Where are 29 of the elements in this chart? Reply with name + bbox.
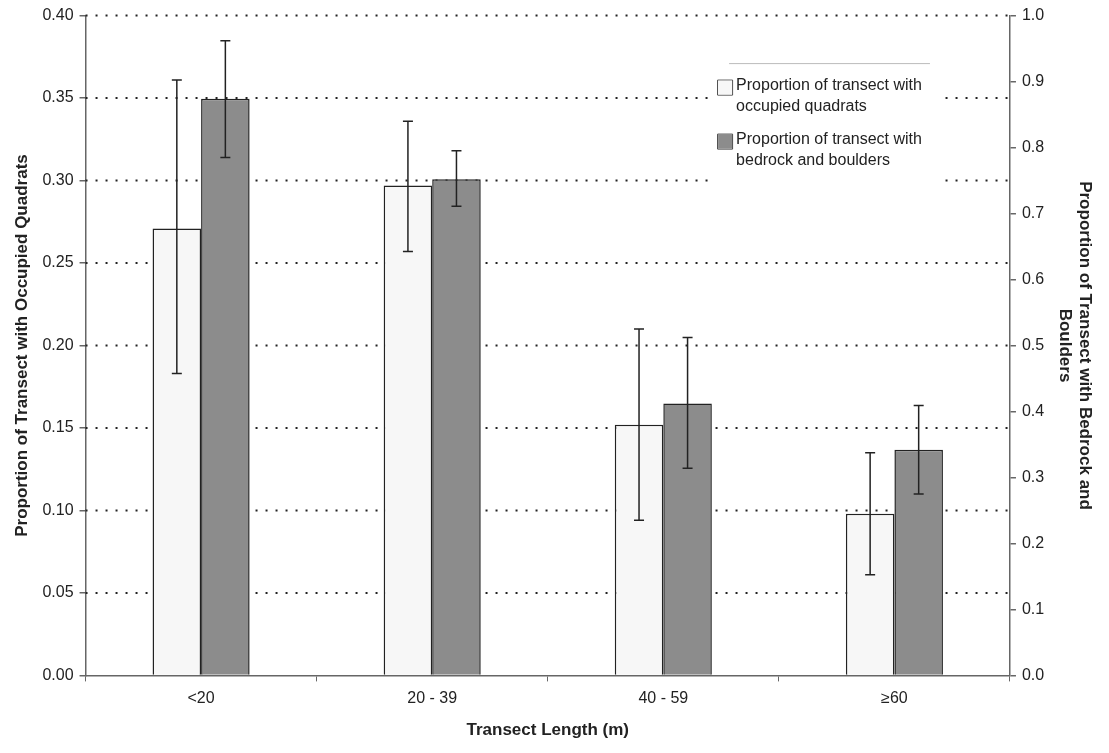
y-axis-title: Proportion of Transect with Occupied Quadrats (11, 154, 31, 537)
y2-tick-label: 0.7 (1021, 203, 1045, 221)
y-tick-label: 0.40 (42, 6, 74, 24)
y2-tick-label: 0.9 (1021, 71, 1045, 89)
y-tick-label: 0.35 (42, 88, 74, 106)
y-tick-label: 0.00 (42, 665, 74, 683)
y2-tick-label: 0.0 (1021, 665, 1045, 683)
y2-tick-label: 0.2 (1021, 533, 1045, 551)
y2-tick-label: 0.5 (1021, 335, 1045, 353)
y2-tick-label: 1.0 (1021, 6, 1045, 24)
legend-label: Proportion of transect with occupied quadrats (736, 76, 922, 115)
y-tick-label: 0.30 (42, 170, 74, 188)
y2-tick-label: 0.8 (1021, 137, 1045, 155)
legend-label: Proportion of transect with bedrock and boulders (736, 130, 922, 169)
y-tick-label: 0.20 (42, 335, 74, 353)
y-tick-label: 0.05 (42, 583, 74, 601)
x-tick-label: 40 - 59 (638, 689, 689, 707)
x-tick-label: ≥60 (881, 689, 908, 707)
y2-tick-label: 0.4 (1021, 401, 1045, 419)
y-tick-label: 0.15 (42, 418, 74, 436)
y2-tick-label: 0.3 (1021, 467, 1045, 485)
y-tick-label: 0.25 (42, 253, 74, 271)
x-tick-label: <20 (187, 689, 215, 707)
y2-axis-title: Proportion of Transect with Bedrock and Boulders (1055, 181, 1096, 510)
y-tick-label: 0.10 (42, 500, 74, 518)
x-tick-label: 20 - 39 (407, 689, 458, 707)
y2-tick-label: 0.6 (1021, 269, 1045, 287)
x-axis-title: Transect Length (m) (466, 720, 629, 740)
y2-tick-label: 0.1 (1021, 599, 1045, 617)
